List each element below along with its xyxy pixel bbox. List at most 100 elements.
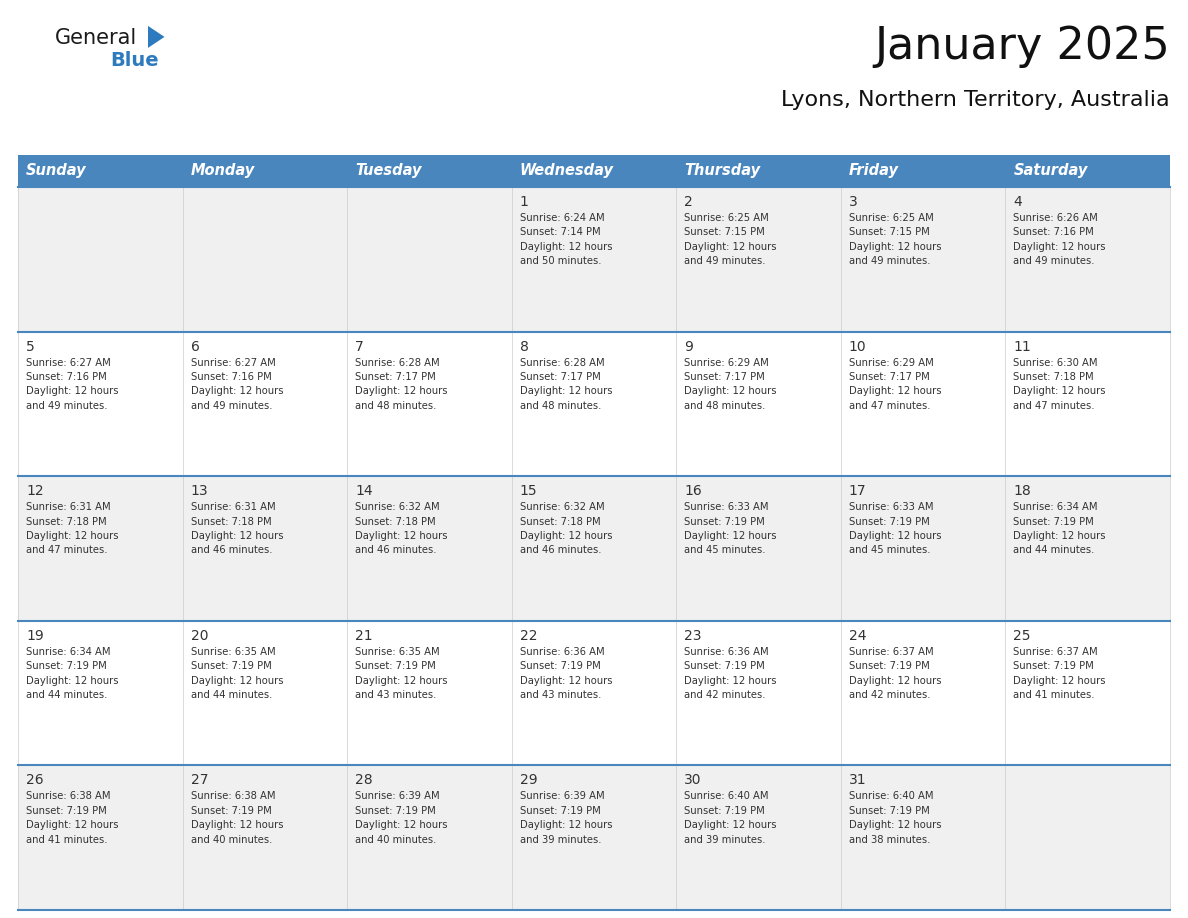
Text: 8: 8 [519,340,529,353]
Text: 25: 25 [1013,629,1031,643]
Text: Sunrise: 6:38 AM
Sunset: 7:19 PM
Daylight: 12 hours
and 40 minutes.: Sunrise: 6:38 AM Sunset: 7:19 PM Dayligh… [190,791,283,845]
Text: Sunrise: 6:34 AM
Sunset: 7:19 PM
Daylight: 12 hours
and 44 minutes.: Sunrise: 6:34 AM Sunset: 7:19 PM Dayligh… [26,647,119,700]
Bar [183,621,347,766]
Text: Thursday: Thursday [684,163,760,178]
Bar [1005,476,1170,621]
Text: Sunrise: 6:29 AM
Sunset: 7:17 PM
Daylight: 12 hours
and 47 minutes.: Sunrise: 6:29 AM Sunset: 7:17 PM Dayligh… [849,358,941,410]
Text: Sunrise: 6:37 AM
Sunset: 7:19 PM
Daylight: 12 hours
and 41 minutes.: Sunrise: 6:37 AM Sunset: 7:19 PM Dayligh… [1013,647,1106,700]
Text: 9: 9 [684,340,693,353]
Bar [512,621,676,766]
Bar [841,187,1005,331]
Bar [676,331,841,476]
Bar [676,621,841,766]
Bar [676,766,841,910]
Bar [841,766,1005,910]
Text: Blue: Blue [110,50,159,70]
Text: 13: 13 [190,484,208,498]
Text: Sunrise: 6:30 AM
Sunset: 7:18 PM
Daylight: 12 hours
and 47 minutes.: Sunrise: 6:30 AM Sunset: 7:18 PM Dayligh… [1013,358,1106,410]
Text: Sunrise: 6:35 AM
Sunset: 7:19 PM
Daylight: 12 hours
and 43 minutes.: Sunrise: 6:35 AM Sunset: 7:19 PM Dayligh… [355,647,448,700]
Bar [676,187,841,331]
Text: 11: 11 [1013,340,1031,353]
Text: Sunrise: 6:32 AM
Sunset: 7:18 PM
Daylight: 12 hours
and 46 minutes.: Sunrise: 6:32 AM Sunset: 7:18 PM Dayligh… [355,502,448,555]
Text: Sunrise: 6:38 AM
Sunset: 7:19 PM
Daylight: 12 hours
and 41 minutes.: Sunrise: 6:38 AM Sunset: 7:19 PM Dayligh… [26,791,119,845]
Text: 2: 2 [684,195,693,209]
Text: 24: 24 [849,629,866,643]
Text: Sunrise: 6:27 AM
Sunset: 7:16 PM
Daylight: 12 hours
and 49 minutes.: Sunrise: 6:27 AM Sunset: 7:16 PM Dayligh… [190,358,283,410]
Text: 6: 6 [190,340,200,353]
Text: 28: 28 [355,773,373,788]
Text: Sunrise: 6:29 AM
Sunset: 7:17 PM
Daylight: 12 hours
and 48 minutes.: Sunrise: 6:29 AM Sunset: 7:17 PM Dayligh… [684,358,777,410]
Text: General: General [55,28,138,48]
Text: 18: 18 [1013,484,1031,498]
Text: Sunrise: 6:36 AM
Sunset: 7:19 PM
Daylight: 12 hours
and 42 minutes.: Sunrise: 6:36 AM Sunset: 7:19 PM Dayligh… [684,647,777,700]
Text: January 2025: January 2025 [874,25,1170,68]
Text: Sunrise: 6:40 AM
Sunset: 7:19 PM
Daylight: 12 hours
and 39 minutes.: Sunrise: 6:40 AM Sunset: 7:19 PM Dayligh… [684,791,777,845]
Text: 14: 14 [355,484,373,498]
Bar [18,621,183,766]
Text: 15: 15 [519,484,537,498]
Text: 10: 10 [849,340,866,353]
Bar [1005,155,1170,187]
Bar [841,331,1005,476]
Bar [347,621,512,766]
Bar [512,476,676,621]
Text: 23: 23 [684,629,702,643]
Bar [18,187,183,331]
Text: Monday: Monday [190,163,254,178]
Text: Sunrise: 6:32 AM
Sunset: 7:18 PM
Daylight: 12 hours
and 46 minutes.: Sunrise: 6:32 AM Sunset: 7:18 PM Dayligh… [519,502,612,555]
Text: Sunrise: 6:25 AM
Sunset: 7:15 PM
Daylight: 12 hours
and 49 minutes.: Sunrise: 6:25 AM Sunset: 7:15 PM Dayligh… [849,213,941,266]
Text: Sunrise: 6:33 AM
Sunset: 7:19 PM
Daylight: 12 hours
and 45 minutes.: Sunrise: 6:33 AM Sunset: 7:19 PM Dayligh… [849,502,941,555]
Text: Sunrise: 6:31 AM
Sunset: 7:18 PM
Daylight: 12 hours
and 47 minutes.: Sunrise: 6:31 AM Sunset: 7:18 PM Dayligh… [26,502,119,555]
Text: 19: 19 [26,629,44,643]
Bar [347,766,512,910]
Bar [512,766,676,910]
Text: 29: 29 [519,773,537,788]
Text: 21: 21 [355,629,373,643]
Text: Sunrise: 6:25 AM
Sunset: 7:15 PM
Daylight: 12 hours
and 49 minutes.: Sunrise: 6:25 AM Sunset: 7:15 PM Dayligh… [684,213,777,266]
Text: Sunrise: 6:31 AM
Sunset: 7:18 PM
Daylight: 12 hours
and 46 minutes.: Sunrise: 6:31 AM Sunset: 7:18 PM Dayligh… [190,502,283,555]
Text: Wednesday: Wednesday [519,163,614,178]
Text: 5: 5 [26,340,34,353]
Bar [841,155,1005,187]
Text: Sunrise: 6:40 AM
Sunset: 7:19 PM
Daylight: 12 hours
and 38 minutes.: Sunrise: 6:40 AM Sunset: 7:19 PM Dayligh… [849,791,941,845]
Bar [676,155,841,187]
Text: 16: 16 [684,484,702,498]
Bar [183,155,347,187]
Text: Sunrise: 6:26 AM
Sunset: 7:16 PM
Daylight: 12 hours
and 49 minutes.: Sunrise: 6:26 AM Sunset: 7:16 PM Dayligh… [1013,213,1106,266]
Bar [841,476,1005,621]
Text: Sunrise: 6:39 AM
Sunset: 7:19 PM
Daylight: 12 hours
and 40 minutes.: Sunrise: 6:39 AM Sunset: 7:19 PM Dayligh… [355,791,448,845]
Text: 4: 4 [1013,195,1022,209]
Text: Sunday: Sunday [26,163,87,178]
Bar [347,476,512,621]
Bar [1005,331,1170,476]
Text: 20: 20 [190,629,208,643]
Text: 30: 30 [684,773,702,788]
Bar [347,331,512,476]
Text: 1: 1 [519,195,529,209]
Text: Lyons, Northern Territory, Australia: Lyons, Northern Territory, Australia [782,90,1170,110]
Text: Sunrise: 6:35 AM
Sunset: 7:19 PM
Daylight: 12 hours
and 44 minutes.: Sunrise: 6:35 AM Sunset: 7:19 PM Dayligh… [190,647,283,700]
Bar [1005,187,1170,331]
Bar [1005,621,1170,766]
Bar [347,155,512,187]
Text: 12: 12 [26,484,44,498]
Text: 17: 17 [849,484,866,498]
Text: Sunrise: 6:33 AM
Sunset: 7:19 PM
Daylight: 12 hours
and 45 minutes.: Sunrise: 6:33 AM Sunset: 7:19 PM Dayligh… [684,502,777,555]
Bar [347,187,512,331]
Text: 3: 3 [849,195,858,209]
Text: 7: 7 [355,340,364,353]
Bar [676,476,841,621]
Text: Friday: Friday [849,163,899,178]
Text: Sunrise: 6:39 AM
Sunset: 7:19 PM
Daylight: 12 hours
and 39 minutes.: Sunrise: 6:39 AM Sunset: 7:19 PM Dayligh… [519,791,612,845]
Text: 27: 27 [190,773,208,788]
Text: 31: 31 [849,773,866,788]
Text: Sunrise: 6:27 AM
Sunset: 7:16 PM
Daylight: 12 hours
and 49 minutes.: Sunrise: 6:27 AM Sunset: 7:16 PM Dayligh… [26,358,119,410]
Bar [18,155,183,187]
Text: Saturday: Saturday [1013,163,1088,178]
Text: 22: 22 [519,629,537,643]
Bar [18,331,183,476]
Text: Sunrise: 6:28 AM
Sunset: 7:17 PM
Daylight: 12 hours
and 48 minutes.: Sunrise: 6:28 AM Sunset: 7:17 PM Dayligh… [519,358,612,410]
Bar [841,621,1005,766]
Bar [512,331,676,476]
Bar [183,476,347,621]
